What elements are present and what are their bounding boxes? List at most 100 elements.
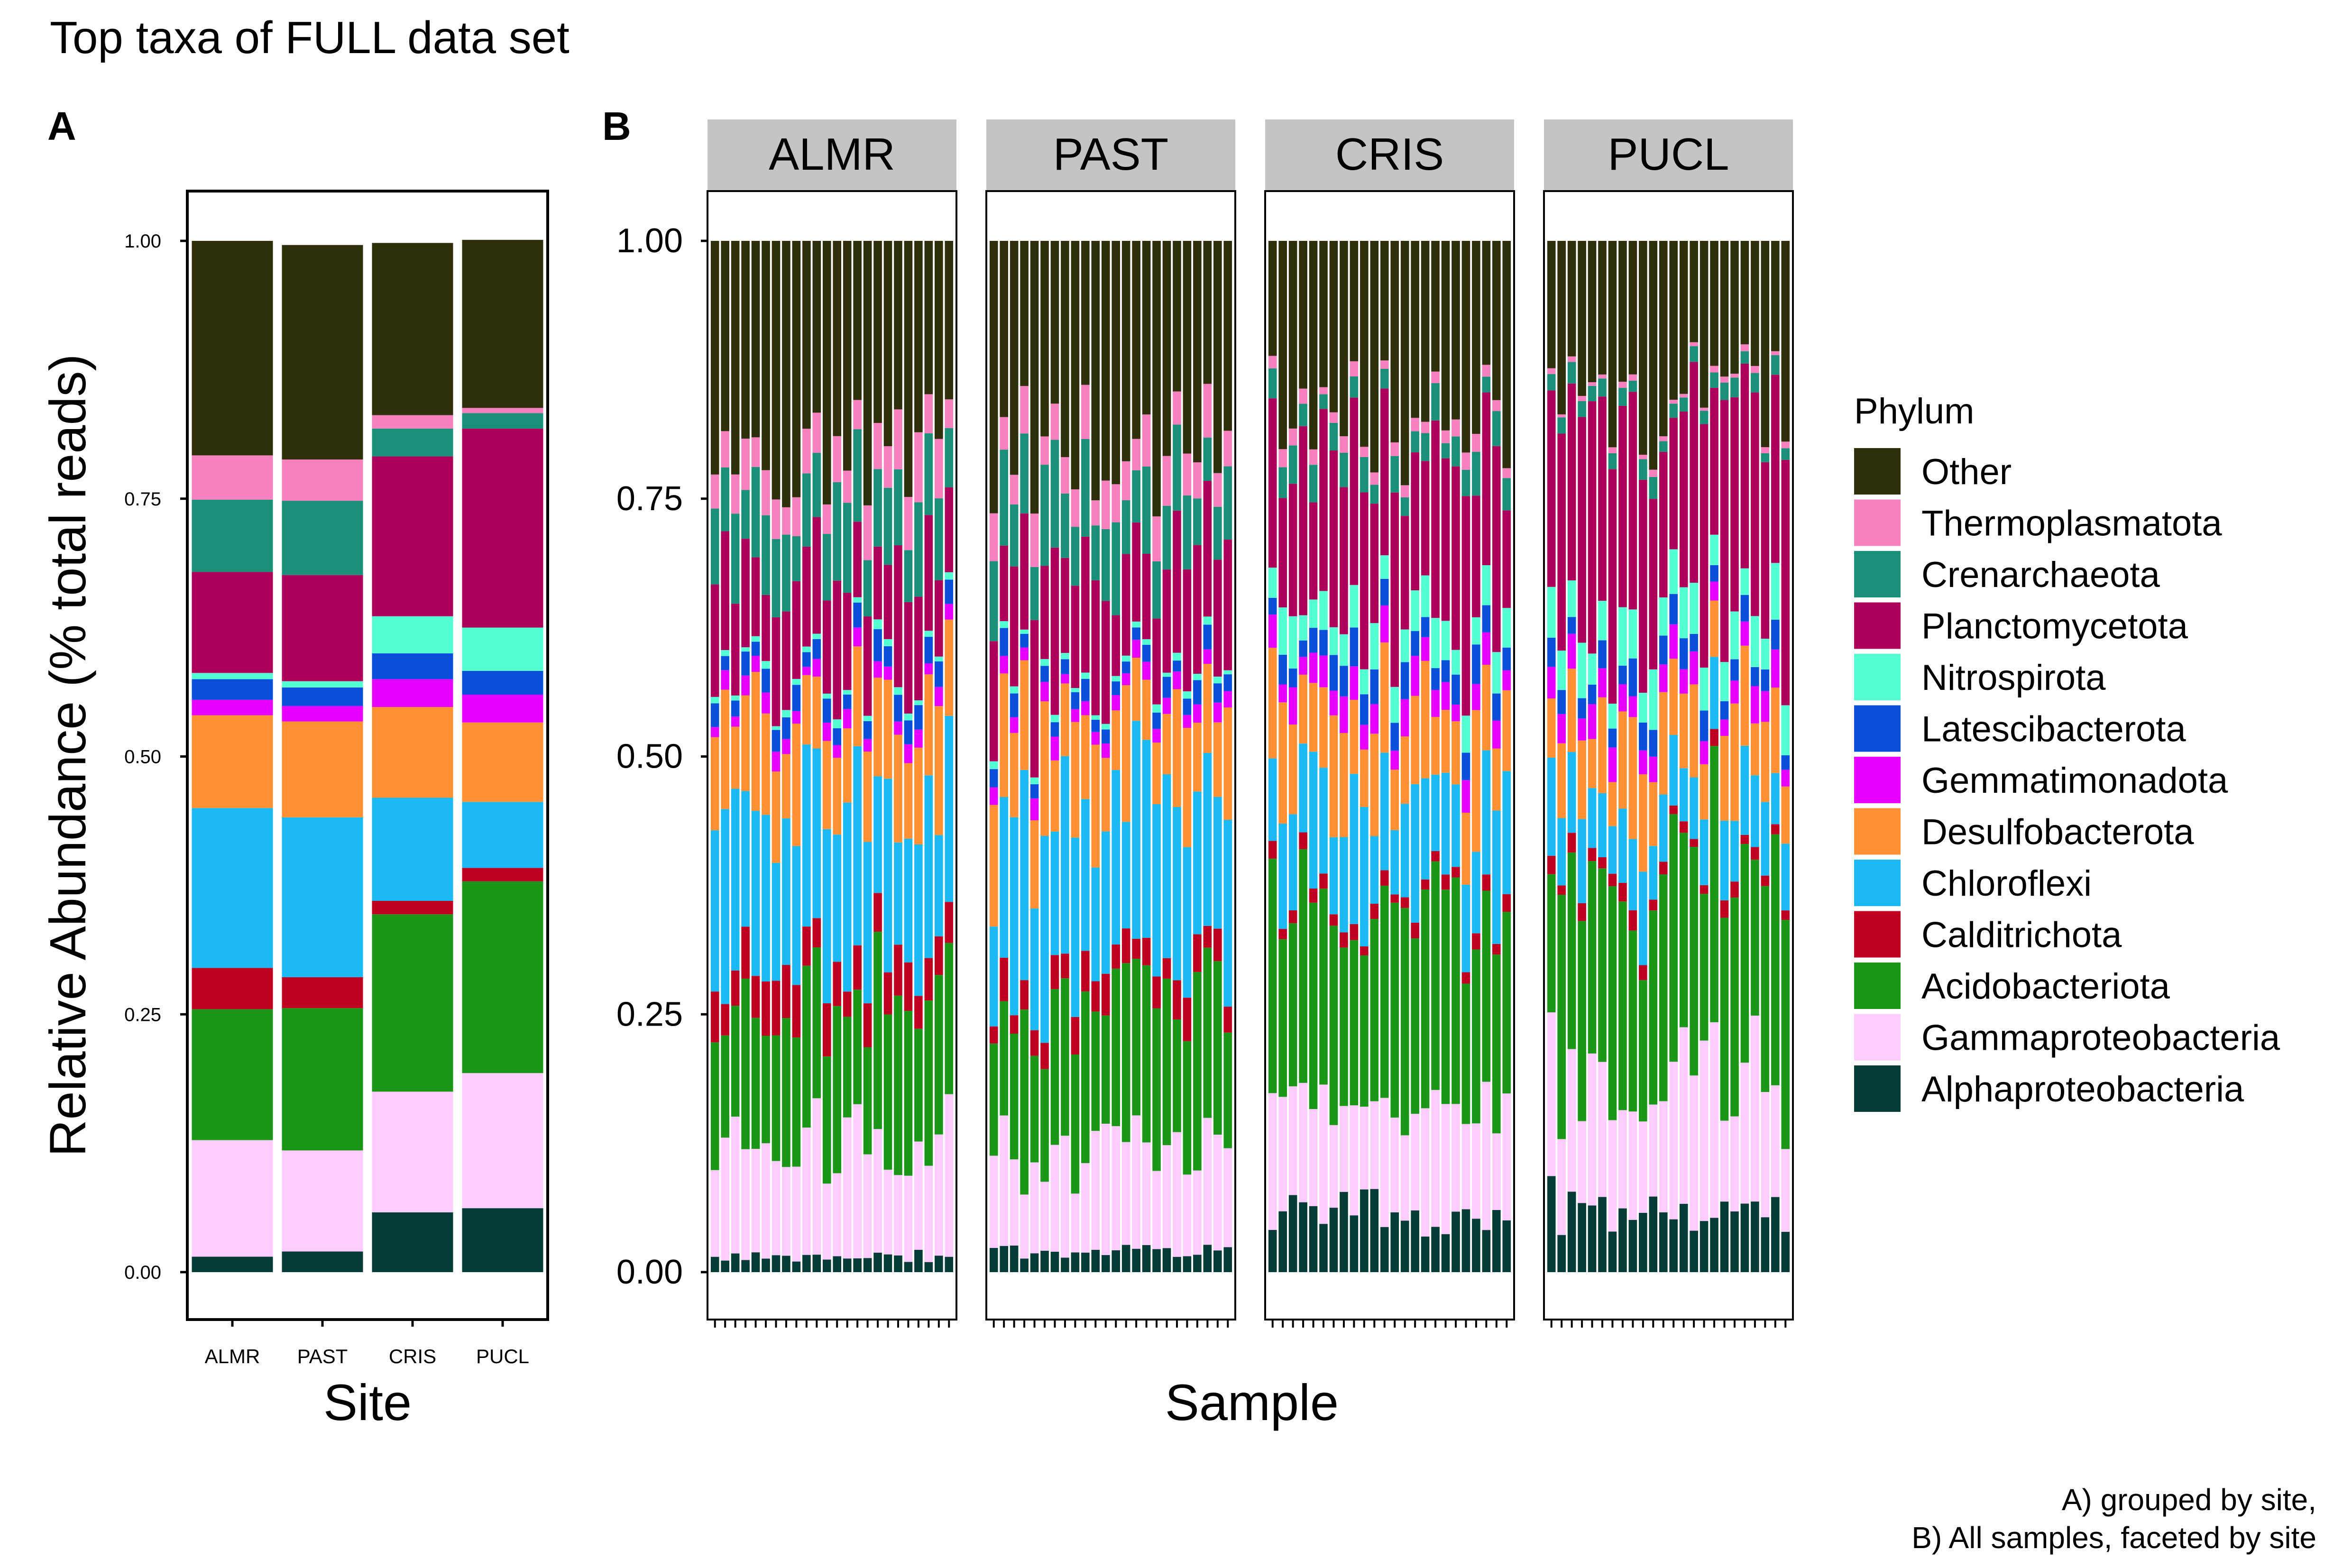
- sample-segment-pucl-17-thermoplasmatota: [1710, 366, 1718, 373]
- sample-segment-almr-7-latescibacterota: [772, 730, 781, 752]
- sample-segment-cris-2-other: [1278, 241, 1287, 449]
- sample-segment-past-23-latescibacterota: [1213, 683, 1222, 703]
- sample-segment-almr-17-nitrospirota: [873, 619, 882, 630]
- sample-segment-cris-14-planctomycetota: [1400, 516, 1409, 630]
- sample-segment-past-19-thermoplasmatota: [1173, 391, 1181, 425]
- sample-segment-almr-6-calditrichota: [762, 981, 770, 1036]
- sample-segment-past-6-chloroflexi: [1040, 836, 1049, 1043]
- sample-segment-almr-4-thermoplasmatota: [741, 439, 750, 490]
- sample-segment-past-19-acidobacteriota: [1173, 1019, 1181, 1132]
- sample-segment-past-3-nitrospirota: [1010, 686, 1019, 694]
- sample-segment-almr-1-nitrospirota: [710, 697, 719, 704]
- sample-segment-almr-22-nitrospirota: [924, 631, 933, 637]
- sample-segment-cris-22-latescibacterota: [1482, 605, 1491, 633]
- legend-label: Gammaproteobacteria: [1921, 1018, 2280, 1058]
- sample-segment-past-14-gammaproteobacteria: [1121, 1142, 1130, 1245]
- sample-segment-pucl-21-alphaproteobacteria: [1751, 1201, 1759, 1272]
- sample-segment-past-6-crenarchaeota: [1040, 465, 1049, 566]
- sample-segment-pucl-7-desulfobacterota: [1608, 782, 1617, 826]
- legend-label: Acidobacteriota: [1921, 966, 2170, 1007]
- sample-segment-pucl-1-thermoplasmatota: [1547, 368, 1556, 374]
- sample-segment-past-24-gammaproteobacteria: [1223, 1148, 1232, 1247]
- sample-segment-pucl-6-desulfobacterota: [1598, 697, 1607, 793]
- sample-segment-pucl-18-thermoplasmatota: [1720, 376, 1729, 383]
- sample-segment-almr-14-crenarchaeota: [843, 503, 852, 593]
- sample-segment-past-23-thermoplasmatota: [1213, 473, 1222, 507]
- sample-segment-almr-15-planctomycetota: [853, 522, 862, 597]
- bar-segment-pucl-nitrospirota: [462, 627, 543, 671]
- sample-segment-almr-7-planctomycetota: [772, 617, 781, 726]
- sample-segment-cris-24-chloroflexi: [1502, 771, 1511, 894]
- sample-segment-past-4-nitrospirota: [1020, 629, 1029, 634]
- panel-label-a: A: [47, 104, 76, 148]
- sample-segment-pucl-16-desulfobacterota: [1700, 764, 1709, 820]
- sample-segment-cris-22-chloroflexi: [1482, 750, 1491, 875]
- sample-segment-past-3-desulfobacterota: [1010, 733, 1019, 817]
- sample-segment-pucl-5-nitrospirota: [1588, 653, 1597, 685]
- legend-item-nitrospirota: Nitrospirota: [1854, 654, 2106, 700]
- bar-segment-cris-crenarchaeota: [372, 428, 453, 457]
- sample-segment-past-14-desulfobacterota: [1121, 685, 1130, 822]
- sample-segment-almr-17-calditrichota: [873, 893, 882, 932]
- bar-segment-cris-latescibacterota: [372, 653, 453, 679]
- sample-segment-pucl-15-calditrichota: [1690, 839, 1698, 847]
- sample-segment-almr-12-chloroflexi: [822, 829, 831, 1003]
- sample-segment-almr-17-latescibacterota: [873, 629, 882, 661]
- sample-segment-almr-1-planctomycetota: [710, 584, 719, 697]
- bar-segment-cris-chloroflexi: [372, 798, 453, 901]
- panel-a-y-axis: 0.00 0.25 0.50 0.75 1.00: [124, 231, 187, 1283]
- sample-segment-past-2-chloroflexi: [1000, 797, 1008, 958]
- sample-segment-past-2-thermoplasmatota: [1000, 417, 1008, 450]
- sample-segment-pucl-16-latescibacterota: [1700, 710, 1709, 741]
- sample-segment-cris-24-nitrospirota: [1502, 608, 1511, 648]
- sample-segment-pucl-2-desulfobacterota: [1557, 743, 1566, 818]
- sample-segment-cris-17-chloroflexi: [1431, 774, 1440, 852]
- bar-segment-cris-gemmatimonadota: [372, 679, 453, 707]
- facet-cris: CRIS: [1264, 119, 1515, 1328]
- sample-segment-pucl-12-desulfobacterota: [1659, 692, 1668, 795]
- sample-segment-cris-19-calditrichota: [1452, 867, 1460, 878]
- sample-segment-pucl-14-chloroflexi: [1679, 768, 1688, 822]
- facet-strip-almr: [707, 119, 956, 191]
- sample-segment-past-1-crenarchaeota: [989, 561, 998, 642]
- sample-segment-cris-10-chloroflexi: [1360, 807, 1369, 947]
- sample-segment-almr-18-calditrichota: [883, 972, 892, 1015]
- sample-segment-cris-2-gemmatimonadota: [1278, 684, 1287, 703]
- sample-segment-pucl-17-planctomycetota: [1710, 387, 1718, 535]
- sample-segment-pucl-10-gammaproteobacteria: [1639, 1121, 1647, 1213]
- sample-segment-pucl-8-gammaproteobacteria: [1618, 1110, 1627, 1209]
- sample-segment-cris-4-other: [1299, 241, 1307, 389]
- sample-segment-past-3-calditrichota: [1010, 1015, 1019, 1034]
- sample-segment-pucl-8-gemmatimonadota: [1618, 684, 1627, 712]
- sample-segment-cris-1-nitrospirota: [1268, 568, 1277, 598]
- sample-segment-cris-9-chloroflexi: [1350, 774, 1359, 924]
- sample-segment-almr-10-gemmatimonadota: [802, 667, 811, 675]
- sample-segment-past-22-crenarchaeota: [1203, 438, 1212, 481]
- sample-segment-pucl-17-acidobacteriota: [1710, 746, 1718, 1022]
- sample-segment-pucl-19-gemmatimonadota: [1730, 680, 1739, 704]
- sample-segment-pucl-14-desulfobacterota: [1679, 693, 1688, 769]
- sample-segment-past-1-other: [989, 241, 998, 513]
- sample-segment-almr-2-alphaproteobacteria: [721, 1260, 729, 1272]
- sample-segment-almr-8-alphaproteobacteria: [782, 1256, 790, 1272]
- sample-segment-pucl-23-gammaproteobacteria: [1771, 1085, 1780, 1197]
- bar-segment-pucl-gemmatimonadota: [462, 695, 543, 723]
- sample-segment-almr-4-crenarchaeota: [741, 490, 750, 539]
- sample-segment-past-7-gammaproteobacteria: [1050, 1145, 1059, 1252]
- bar-segment-cris-desulfobacterota: [372, 707, 453, 798]
- sample-segment-cris-4-crenarchaeota: [1299, 403, 1307, 426]
- sample-segment-almr-17-thermoplasmatota: [873, 423, 882, 469]
- sample-segment-pucl-21-other: [1751, 241, 1759, 366]
- legend-swatch: [1854, 808, 1901, 855]
- panel-b-y-tick-label: 0.50: [616, 738, 683, 776]
- legend: Phylum Other Thermoplasmatota Crenarchaeot…: [1854, 391, 2280, 1112]
- sample-segment-almr-5-chloroflexi: [751, 811, 760, 976]
- sample-segment-pucl-4-acidobacteriota: [1578, 921, 1586, 1121]
- bar-segment-pucl-calditrichota: [462, 868, 543, 881]
- sample-segment-cris-20-desulfobacterota: [1461, 813, 1470, 885]
- sample-segment-pucl-12-gammaproteobacteria: [1659, 1101, 1668, 1212]
- sample-segment-pucl-11-other: [1649, 241, 1658, 470]
- sample-segment-almr-13-nitrospirota: [833, 719, 842, 728]
- sample-segment-past-9-desulfobacterota: [1071, 722, 1080, 838]
- sample-segment-pucl-6-acidobacteriota: [1598, 868, 1607, 1062]
